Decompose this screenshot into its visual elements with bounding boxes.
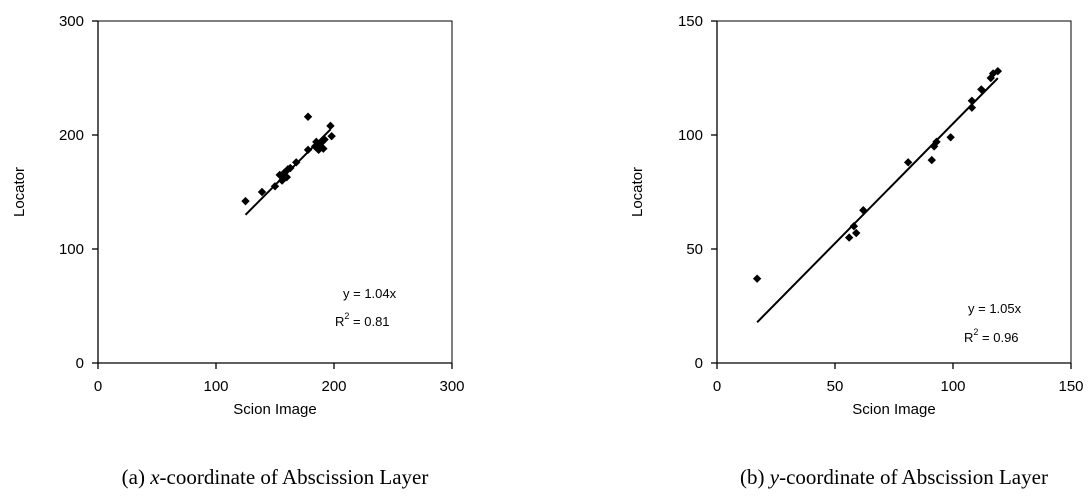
chart-b-x-tick-label: 150 [1058, 378, 1083, 395]
chart-b-data-point [844, 233, 854, 242]
chart-a-r-label: R [335, 314, 344, 329]
chart-b-caption: (b) y-coordinate of Abscission Layer [740, 465, 1048, 489]
chart-a-data-point [241, 196, 250, 206]
chart-b-data-point [967, 103, 977, 112]
chart-b-r-sup: 2 [973, 327, 978, 337]
chart-a-r-value: = 0.81 [349, 314, 389, 329]
chart-b-data-point [752, 274, 762, 283]
chart-a-caption-var: x [149, 465, 160, 489]
chart-a-points [241, 112, 336, 206]
chart-a-data-point [320, 135, 329, 144]
chart-a-x-tick-label: 0 [94, 378, 102, 395]
chart-a-data-point [257, 187, 267, 197]
chart-a-r-sup: 2 [344, 311, 349, 321]
chart-a-y-tick-label: 300 [59, 13, 84, 30]
chart-a-data-point [282, 172, 291, 182]
chart-b-x-tick-label: 0 [713, 378, 721, 395]
chart-b-x-axis-label: Scion Image [852, 401, 935, 418]
chart-b-trendline [756, 77, 999, 324]
chart-a-data-point [326, 121, 335, 131]
chart-b-r-squared: R2 = 0.96 [964, 327, 1019, 345]
chart-b-caption-var: y [768, 465, 780, 489]
chart-b-y-tick-label: 150 [678, 13, 703, 30]
chart-a-y-axis-label: Locator [11, 167, 28, 217]
chart-a-data-point [319, 144, 328, 153]
chart-a-data-point [303, 112, 313, 121]
chart-b-caption-rest: -coordinate of Abscission Layer [779, 465, 1048, 489]
chart-a-y-tick-label: 100 [59, 241, 84, 258]
chart-a-data-point [312, 137, 321, 147]
chart-a-data-point [292, 158, 301, 167]
chart-b-caption-prefix: (b) [740, 465, 770, 489]
chart-b-x-tick-label: 100 [940, 378, 965, 395]
chart-a-equation: y = 1.04x [343, 286, 397, 301]
chart-a-caption-rest: -coordinate of Abscission Layer [160, 465, 429, 489]
chart-a-caption: (a) x-coordinate of Abscission Layer [122, 465, 429, 489]
chart-a-data-point [327, 131, 336, 141]
chart-b-data-point [852, 228, 861, 238]
chart-b-data-point [859, 206, 868, 215]
chart-b-y-tick-label: 100 [678, 127, 703, 144]
chart-b-data-point [977, 85, 986, 94]
chart-a-x-tick-label: 200 [321, 378, 346, 395]
chart-a-y-ticks: 0 100 200 300 [59, 13, 98, 372]
chart-b-data-point [993, 66, 1003, 76]
chart-b-points [752, 66, 1003, 283]
chart-a-y-tick-label: 200 [59, 127, 84, 144]
chart-a-plot-frame [97, 20, 453, 364]
chart-a-x-tick-label: 100 [203, 378, 228, 395]
chart-a-caption-prefix: (a) [122, 465, 151, 489]
chart-b-data-point [967, 96, 977, 105]
chart-a-data-point [286, 163, 295, 173]
chart-b-r-label: R [964, 330, 973, 345]
chart-b-y-ticks: 0 50 100 150 [678, 13, 717, 372]
chart-b-data-point [932, 137, 941, 147]
chart-a-data-point [270, 182, 280, 191]
chart-a-r-squared: R2 = 0.81 [335, 311, 390, 329]
chart-b-y-tick-label: 50 [686, 241, 703, 258]
chart-a-x-tick-label: 300 [439, 378, 464, 395]
chart-b-r-value: = 0.96 [978, 330, 1018, 345]
chart-a-x-axis-label: Scion Image [233, 401, 316, 418]
chart-b-y-tick-label: 0 [695, 355, 703, 372]
chart-b-equation: y = 1.05x [968, 301, 1022, 316]
chart-a-x-ticks: 0 100 200 300 [94, 363, 465, 395]
chart-b-data-point [927, 155, 936, 165]
chart-b-data-point [849, 222, 859, 231]
chart-b-data-point [946, 133, 955, 142]
chart-a-y-tick-label: 0 [76, 355, 84, 372]
chart-b-y-axis-label: Locator [629, 167, 646, 217]
chart-b-data-point [903, 158, 913, 167]
chart-a: 0 100 200 300 0 100 200 300 y = 1.04x R2 = 0.8… [11, 13, 465, 489]
chart-b-x-ticks: 0 50 100 150 [713, 363, 1084, 395]
chart-a-data-point [303, 145, 313, 155]
chart-b-x-tick-label: 50 [827, 378, 844, 395]
